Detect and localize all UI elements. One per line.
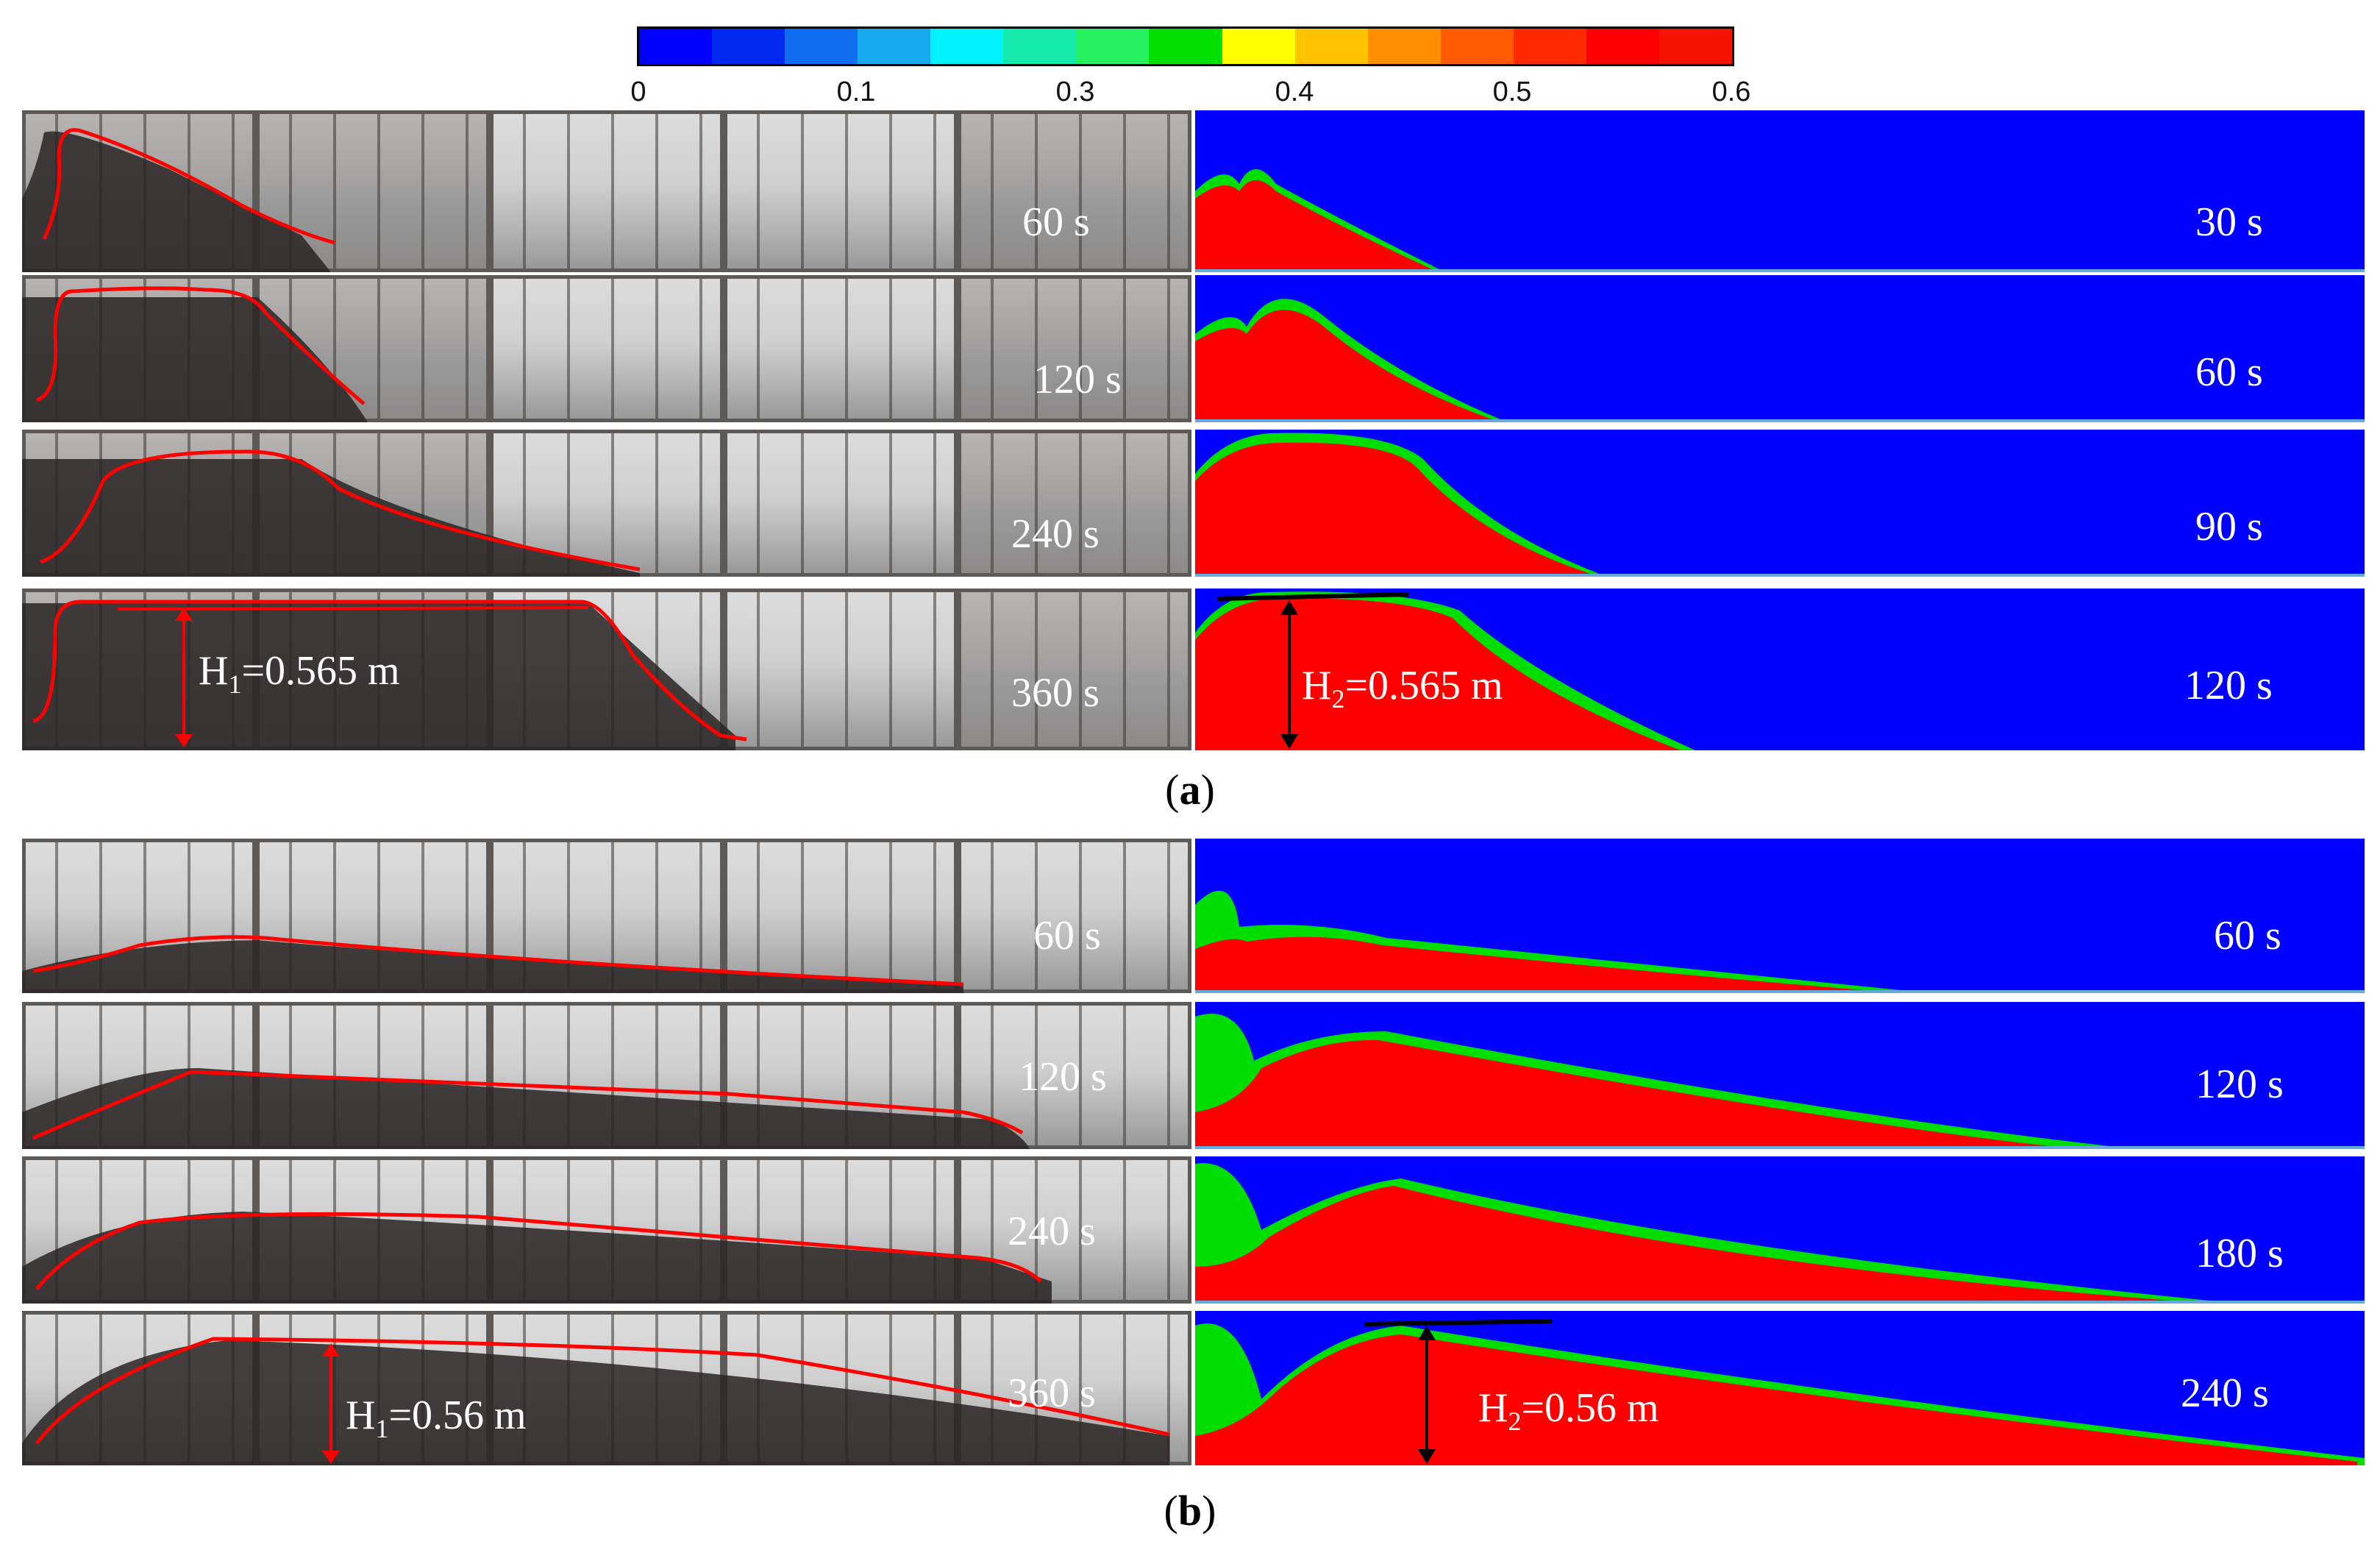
sim-strip-a4: H2=0.565 m 120 s [1195,589,2365,750]
sim-time-label: 60 s [2195,349,2263,395]
colorbar-segment [1513,29,1586,64]
profile-curve [22,600,747,750]
sim-time-label: 120 s [2184,663,2273,708]
sim-time-label: 240 s [2181,1370,2269,1416]
profile-curve [22,1212,1052,1304]
colorbar-segment [639,29,713,64]
sim-strip-b2: 120 s [1195,1002,2365,1149]
profile-curve [22,128,335,272]
exp-strip-b1: 60 s [22,839,1191,993]
colorbar-segment [858,29,931,64]
caption-a: (a) [1165,766,1215,814]
profile-curve [22,935,964,993]
exp-strip-a4: H1=0.565 m 360 s [22,589,1191,750]
colorbar [637,26,1734,66]
caption-b: (b) [1164,1487,1216,1535]
h1-label: H1=0.565 m [199,648,400,700]
exp-strip-a3: 240 s [22,430,1191,577]
exp-strip-b2: 120 s [22,1002,1191,1149]
exp-strip-b4: H1=0.56 m 360 s [22,1311,1191,1465]
profile-curve [22,1068,1030,1149]
colorbar-tick: 0.3 [1055,77,1095,107]
colorbar-segment [1440,29,1514,64]
colorbar-segment [1367,29,1441,64]
colorbar-segment [930,29,1004,64]
exp-time-label: 60 s [1033,913,1101,959]
sim-strip-b4: H2=0.56 m 240 s [1195,1311,2365,1465]
sim-time-label: 180 s [2195,1231,2284,1276]
colorbar-tick: 0.4 [1275,77,1314,107]
colorbar-segment [1149,29,1222,64]
sim-strip-a1: 30 s [1195,110,2365,272]
colorbar-tick: 0.5 [1492,77,1532,107]
colorbar-segment [712,29,785,64]
sim-strip-a3: 90 s [1195,430,2365,577]
colorbar-segment [1294,29,1368,64]
h2-label: H2=0.56 m [1478,1385,1659,1437]
colorbar-segment [1222,29,1295,64]
exp-strip-a1: 60 s [22,110,1191,272]
colorbar-tick: 0.6 [1711,77,1751,107]
colorbar-segment [785,29,858,64]
sim-time-label: 120 s [2195,1062,2284,1107]
colorbar-segment [1076,29,1150,64]
exp-time-label: 60 s [1022,199,1090,245]
sim-time-label: 90 s [2195,504,2263,550]
exp-time-label: 360 s [1011,670,1100,716]
sim-strip-b3: 180 s [1195,1156,2365,1304]
profile-curve [22,449,641,577]
colorbar-tick: 0 [630,77,646,107]
exp-time-label: 240 s [1008,1209,1096,1254]
exp-time-label: 240 s [1011,511,1100,557]
sim-strip-b1: 60 s [1195,839,2365,993]
profile-curve [22,286,368,422]
exp-time-label: 120 s [1033,357,1122,402]
h1-label: H1=0.56 m [346,1393,527,1444]
sim-strip-a2: 60 s [1195,275,2365,422]
colorbar-segment [1586,29,1659,64]
sim-time-label: 30 s [2195,199,2263,245]
exp-strip-b3: 240 s [22,1156,1191,1304]
exp-strip-a2: 120 s [22,275,1191,422]
colorbar-tick: 0.1 [836,77,876,107]
profile-curve [22,1337,1170,1465]
colorbar-segment [1658,29,1732,64]
exp-time-label: 120 s [1019,1054,1107,1100]
colorbar-segment [1003,29,1077,64]
exp-time-label: 360 s [1008,1370,1096,1416]
h2-label: H2=0.565 m [1302,663,1503,714]
sim-time-label: 60 s [2214,913,2281,959]
